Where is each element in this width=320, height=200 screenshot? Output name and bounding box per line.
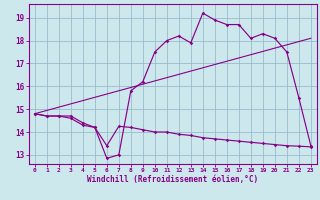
X-axis label: Windchill (Refroidissement éolien,°C): Windchill (Refroidissement éolien,°C) bbox=[87, 175, 258, 184]
